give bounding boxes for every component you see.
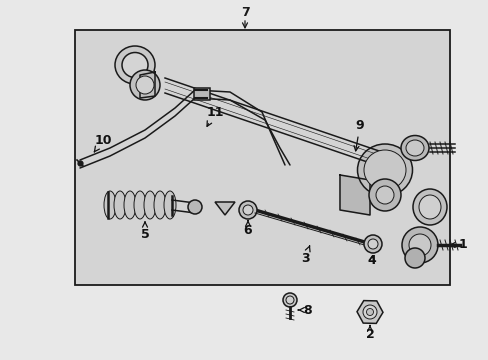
Polygon shape bbox=[140, 72, 155, 98]
Ellipse shape bbox=[405, 140, 423, 156]
Circle shape bbox=[243, 205, 252, 215]
Circle shape bbox=[401, 227, 437, 263]
Circle shape bbox=[363, 235, 381, 253]
Text: 10: 10 bbox=[94, 134, 112, 152]
Ellipse shape bbox=[115, 46, 155, 84]
Ellipse shape bbox=[418, 195, 440, 219]
Text: 1: 1 bbox=[449, 239, 467, 252]
Ellipse shape bbox=[114, 191, 126, 219]
Ellipse shape bbox=[412, 189, 446, 225]
Circle shape bbox=[408, 234, 430, 256]
Circle shape bbox=[375, 186, 393, 204]
Circle shape bbox=[362, 305, 376, 319]
Text: 6: 6 bbox=[243, 221, 252, 237]
Ellipse shape bbox=[122, 53, 148, 77]
Ellipse shape bbox=[104, 191, 116, 219]
Circle shape bbox=[136, 76, 154, 94]
Text: 2: 2 bbox=[365, 326, 374, 342]
Ellipse shape bbox=[357, 144, 412, 196]
Circle shape bbox=[285, 296, 293, 304]
Ellipse shape bbox=[143, 191, 156, 219]
Circle shape bbox=[368, 179, 400, 211]
Ellipse shape bbox=[134, 191, 146, 219]
Text: 5: 5 bbox=[141, 222, 149, 242]
Text: 4: 4 bbox=[367, 253, 376, 266]
Circle shape bbox=[366, 309, 373, 315]
Text: 8: 8 bbox=[298, 303, 312, 316]
Text: 9: 9 bbox=[353, 118, 364, 151]
Circle shape bbox=[187, 200, 202, 214]
Circle shape bbox=[130, 70, 160, 100]
Text: 11: 11 bbox=[206, 105, 224, 126]
Text: 7: 7 bbox=[240, 5, 249, 18]
Circle shape bbox=[404, 248, 424, 268]
Circle shape bbox=[367, 239, 377, 249]
Text: 3: 3 bbox=[300, 246, 309, 265]
Ellipse shape bbox=[124, 191, 136, 219]
Polygon shape bbox=[339, 175, 369, 215]
Ellipse shape bbox=[363, 150, 405, 190]
Ellipse shape bbox=[400, 135, 428, 161]
Ellipse shape bbox=[163, 191, 176, 219]
Circle shape bbox=[283, 293, 296, 307]
FancyBboxPatch shape bbox=[75, 30, 449, 285]
Circle shape bbox=[239, 201, 257, 219]
Polygon shape bbox=[215, 202, 235, 215]
Ellipse shape bbox=[154, 191, 165, 219]
FancyBboxPatch shape bbox=[194, 88, 209, 100]
